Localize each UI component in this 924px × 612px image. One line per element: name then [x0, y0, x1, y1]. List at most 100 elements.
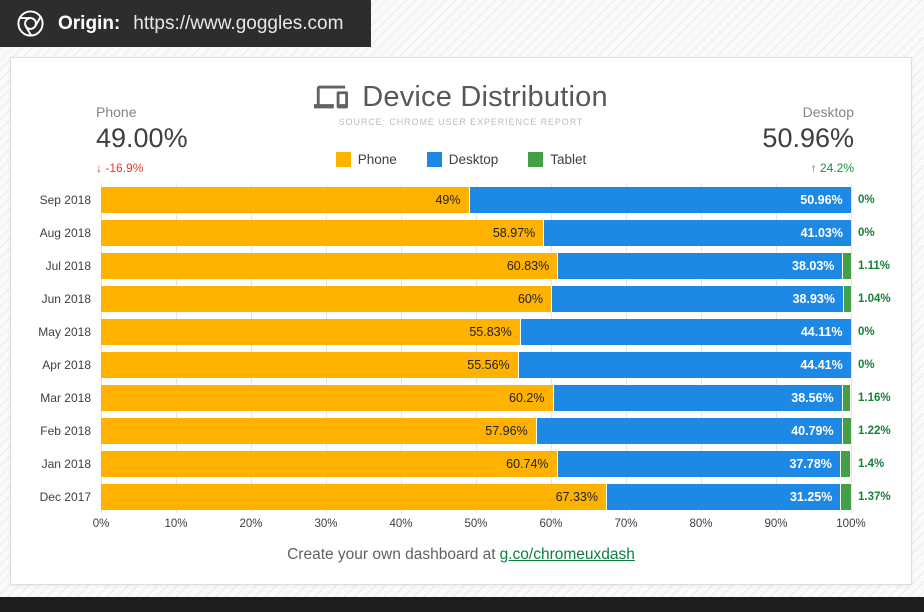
tablet-value-label: 1.11%	[858, 259, 890, 272]
desktop-segment-label: 38.93%	[792, 291, 835, 306]
tablet-bar-segment[interactable]	[840, 483, 851, 510]
desktop-bar-segment[interactable]: 44.11%	[519, 318, 851, 345]
tablet-value-label: 1.37%	[858, 490, 891, 503]
phone-bar-segment[interactable]: 57.96%	[101, 417, 536, 444]
chrome-logo-icon	[16, 9, 45, 38]
stacked-bar: 60.74% 37.78%	[101, 450, 851, 477]
row-label: Apr 2018	[42, 357, 91, 372]
phone-stat-delta: ↓ -16.9%	[96, 161, 188, 175]
legend-swatch-phone	[335, 152, 351, 167]
x-axis-tick: 60%	[539, 518, 563, 530]
chart-row: Jun 2018 60% 38.93% 1.04%	[11, 282, 911, 315]
stacked-bar: 67.33% 31.25%	[101, 483, 851, 510]
page-title: Device Distribution	[362, 80, 608, 113]
desktop-delta-value: 24.2%	[819, 161, 854, 175]
desktop-bar-segment[interactable]: 38.03%	[557, 252, 843, 279]
phone-bar-segment[interactable]: 55.83%	[101, 318, 520, 345]
desktop-bar-segment[interactable]: 44.41%	[517, 351, 851, 378]
row-label: Feb 2018	[40, 423, 91, 438]
tablet-value-label: 0%	[858, 358, 875, 371]
source-subtitle: SOURCE: CHROME USER EXPERIENCE REPORT	[338, 117, 584, 127]
phone-bar-segment[interactable]: 55.56%	[101, 351, 518, 378]
gridline	[101, 183, 102, 513]
desktop-stat-value: 50.96%	[762, 123, 854, 153]
x-axis-tick: 100%	[836, 518, 866, 530]
desktop-bar-segment[interactable]: 38.93%	[551, 285, 843, 312]
phone-segment-label: 60%	[517, 291, 543, 306]
origin-bar: Origin: https://www.goggles.com	[0, 0, 372, 47]
phone-segment-label: 58.97%	[492, 225, 536, 240]
tablet-bar-segment[interactable]	[842, 285, 851, 312]
tablet-bar-segment[interactable]	[841, 417, 851, 444]
phone-bar-segment[interactable]: 67.33%	[101, 483, 606, 510]
gridline	[851, 183, 852, 513]
desktop-stat-delta: ↑ 24.2%	[762, 161, 854, 175]
legend-swatch-desktop	[426, 152, 442, 167]
arrow-up-icon: ↑	[810, 161, 817, 175]
legend-item-tablet: Tablet	[528, 152, 586, 167]
phone-segment-label: 67.33%	[555, 489, 598, 504]
phone-segment-label: 55.83%	[469, 324, 512, 339]
desktop-bar-segment[interactable]: 50.96%	[468, 186, 851, 213]
phone-delta-value: -16.9%	[105, 161, 144, 175]
tablet-value-label: 1.04%	[858, 292, 891, 305]
row-label: Aug 2018	[39, 225, 91, 240]
desktop-bar-segment[interactable]: 37.78%	[556, 450, 840, 477]
tablet-bar-segment[interactable]	[842, 252, 851, 279]
x-axis: 0% 10% 20% 30% 40% 50% 60% 70% 80% 90% 100%	[93, 518, 866, 534]
phone-segment-label: 60.2%	[509, 390, 545, 405]
gridline	[251, 183, 252, 513]
phone-bar-segment[interactable]: 60.2%	[101, 384, 553, 411]
devices-icon	[314, 80, 349, 114]
tablet-bar-segment[interactable]	[841, 384, 851, 411]
phone-bar-segment[interactable]: 60%	[101, 285, 551, 312]
chart-row: Jan 2018 60.74% 37.78% 1.4%	[11, 447, 911, 480]
x-axis-tick: 70%	[614, 518, 638, 530]
stacked-bar: 60.83% 38.03%	[101, 252, 851, 279]
tablet-value-label: 1.4%	[858, 457, 885, 470]
stacked-bar-chart: Sep 2018 49% 50.96% 0% Aug 2018 58.97% 41.03% 0…	[11, 183, 911, 513]
chromeuxdash-link[interactable]: g.co/chromeuxdash	[499, 546, 635, 563]
phone-segment-label: 60.83%	[506, 258, 550, 273]
phone-segment-label: 49%	[435, 192, 461, 207]
desktop-stat: Desktop 50.96% ↑ 24.2%	[762, 104, 854, 175]
legend-label: Phone	[357, 152, 397, 167]
dashboard-card: Device Distribution SOURCE: CHROME USER …	[10, 57, 912, 585]
origin-label: Origin:	[58, 12, 121, 34]
phone-bar-segment[interactable]: 60.83%	[101, 252, 558, 279]
desktop-bar-segment[interactable]: 41.03%	[543, 219, 851, 246]
phone-segment-label: 55.56%	[467, 357, 510, 372]
phone-bar-segment[interactable]: 49%	[101, 186, 469, 213]
footer-text: Create your own dashboard at	[287, 546, 496, 563]
phone-bar-segment[interactable]: 58.97%	[101, 219, 544, 246]
desktop-bar-segment[interactable]: 38.56%	[552, 384, 842, 411]
bottom-strip	[0, 597, 924, 612]
legend-label: Tablet	[550, 152, 587, 167]
desktop-segment-label: 44.11%	[800, 324, 843, 339]
chart-row: Dec 2017 67.33% 31.25% 1.37%	[11, 480, 911, 513]
legend-label: Desktop	[448, 152, 499, 167]
desktop-bar-segment[interactable]: 31.25%	[605, 483, 841, 510]
chart-row: Jul 2018 60.83% 38.03% 1.11%	[11, 249, 911, 282]
stacked-bar: 58.97% 41.03%	[101, 219, 851, 246]
legend-swatch-tablet	[528, 152, 544, 167]
x-axis-tick: 30%	[314, 518, 338, 530]
desktop-segment-label: 31.25%	[789, 489, 833, 504]
phone-segment-label: 60.74%	[506, 456, 549, 471]
desktop-segment-label: 37.78%	[789, 456, 832, 471]
tablet-value-label: 0%	[858, 325, 875, 338]
gridline	[326, 183, 327, 513]
desktop-bar-segment[interactable]: 40.79%	[535, 417, 842, 444]
row-label: Dec 2017	[39, 489, 91, 504]
desktop-segment-label: 38.03%	[792, 258, 835, 273]
tablet-value-label: 0%	[858, 193, 875, 206]
gridline	[551, 183, 552, 513]
row-label: Mar 2018	[40, 390, 91, 405]
chart-row: Mar 2018 60.2% 38.56% 1.16%	[11, 381, 911, 414]
row-label: Jan 2018	[41, 456, 91, 471]
row-label: Sep 2018	[39, 192, 91, 207]
stacked-bar: 57.96% 40.79%	[101, 417, 851, 444]
phone-bar-segment[interactable]: 60.74%	[101, 450, 557, 477]
tablet-value-label: 0%	[858, 226, 875, 239]
tablet-bar-segment[interactable]	[839, 450, 851, 477]
